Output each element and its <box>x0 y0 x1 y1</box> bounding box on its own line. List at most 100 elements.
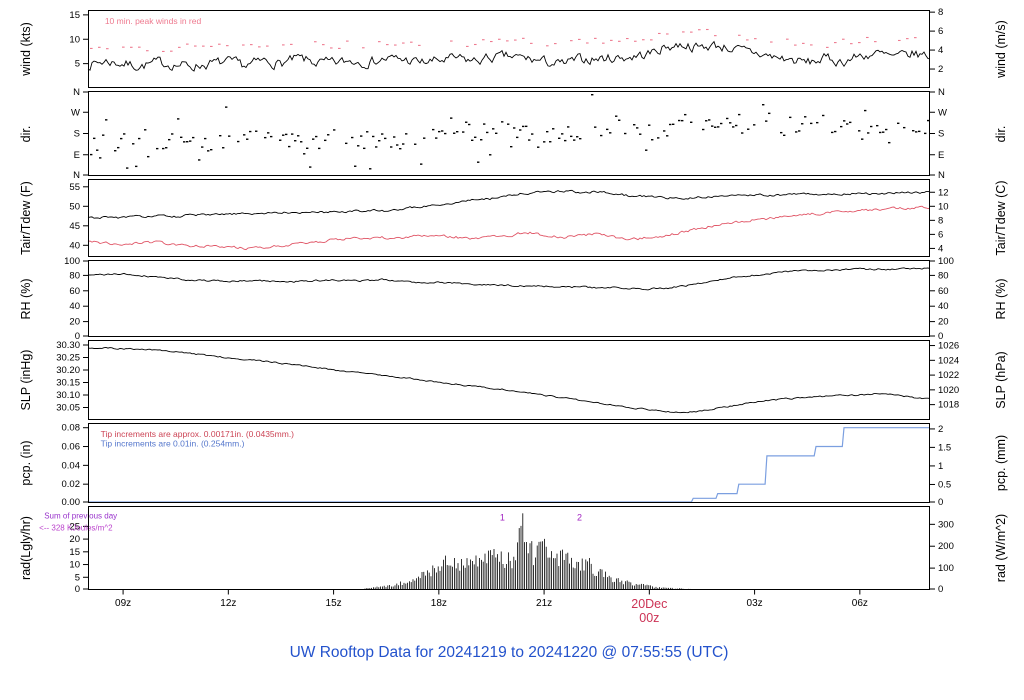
right-tick-label: 8 <box>938 7 943 18</box>
right-tick-label: 100 <box>938 563 954 574</box>
left-tick-label: 5 <box>75 572 80 583</box>
left-tick-label: 60 <box>69 286 80 297</box>
axis-label-right-rh: RH (%) <box>994 278 1008 319</box>
annotation: 2 <box>577 512 582 522</box>
series-relative_humidity_pct <box>87 267 931 291</box>
panel-border <box>88 260 930 337</box>
right-tick-label: 8 <box>938 215 943 226</box>
right-tick-label: 0 <box>938 331 943 342</box>
left-tick-label: 20 <box>69 534 80 545</box>
left-tick-label: 10 <box>69 34 80 45</box>
left-tick-label: 30.10 <box>56 390 80 401</box>
x-tick-label: 06z <box>852 598 868 609</box>
right-tick-label: 2 <box>938 64 943 75</box>
left-tick-label: 30.30 <box>56 340 80 351</box>
panel-pcp: 0.08 0.06 0.04 0.02 0.00 2 1.5 1 0.5 0 Tip increme… <box>62 423 952 508</box>
left-tick-label: 0.00 <box>62 497 81 508</box>
panel-wind: 15 10 5 8 6 4 2 10 min. peak winds in red <box>69 7 943 88</box>
left-tick-label: 30.25 <box>56 353 80 364</box>
axis-label-left-wind: wind (kts) <box>19 22 33 76</box>
left-tick-label: 0.08 <box>62 423 81 434</box>
right-tick-label: 4 <box>938 243 943 254</box>
axis-label-left-rad: rad(Lgly/hr) <box>19 516 33 580</box>
right-tick-label: 10 <box>938 201 949 212</box>
right-tick-label: 0 <box>938 497 943 508</box>
left-tick-label: E <box>74 150 80 161</box>
axis-label-right-wind: wind (m/s) <box>994 20 1008 78</box>
chart-title: UW Rooftop Data for 20241219 to 20241220… <box>289 644 729 661</box>
right-tick-label: 4 <box>938 45 943 56</box>
x-tick-label: 20Dec <box>631 597 667 611</box>
right-tick-label: 60 <box>938 286 949 297</box>
right-tick-label: 1018 <box>938 400 959 411</box>
annotation: Tip increments are approx. 0.00171in. (0… <box>101 429 295 439</box>
right-tick-label: 1026 <box>938 341 959 352</box>
right-tick-label: 1022 <box>938 370 959 381</box>
left-tick-label: 20 <box>69 317 80 328</box>
right-tick-label: 1.5 <box>938 442 951 453</box>
series-sea_level_pressure_inhg <box>87 346 931 414</box>
left-tick-label: N <box>73 170 80 181</box>
annotation: 10 min. peak winds in red <box>105 16 202 26</box>
right-tick-label: 6 <box>938 26 943 37</box>
x-tick-label: 15z <box>326 598 342 609</box>
x-tick-label-2: 00z <box>639 611 659 625</box>
left-tick-label: 30.05 <box>56 403 80 414</box>
series-wind_direction_deg <box>90 94 930 170</box>
left-tick-label: 15 <box>69 547 80 558</box>
left-tick-label: 50 <box>69 201 80 212</box>
right-tick-label: 40 <box>938 301 949 312</box>
right-tick-label: N <box>938 170 945 181</box>
left-tick-label: 15 <box>69 10 80 21</box>
left-tick-label: 5 <box>75 59 80 70</box>
right-tick-label: 0 <box>938 584 943 595</box>
axis-label-left-temp: Tair/Tdew (F) <box>19 181 33 255</box>
x-tick-label: 03z <box>747 598 763 609</box>
left-tick-label: W <box>71 107 80 118</box>
right-tick-label: 6 <box>938 229 943 240</box>
axis-label-left-dir: dir. <box>19 125 33 142</box>
left-tick-label: 0.04 <box>62 460 81 471</box>
left-tick-label: 10 <box>69 560 80 571</box>
axis-label-right-dir: dir. <box>994 125 1008 142</box>
left-tick-label: 40 <box>69 240 80 251</box>
right-tick-label: W <box>938 107 947 118</box>
left-tick-label: 30.15 <box>56 378 80 389</box>
series-dew_point_f <box>87 205 931 251</box>
annotation: <-- 328 KJoules/m^2 <box>39 523 113 532</box>
panel-border <box>88 506 930 590</box>
x-tick-label: 18z <box>431 598 447 609</box>
series-precip_accum_in <box>88 427 930 503</box>
right-tick-label: E <box>938 150 944 161</box>
left-tick-label: 25 <box>69 521 80 532</box>
right-tick-label: 1 <box>938 461 943 472</box>
panel-rh: 100 80 60 40 20 0 100 80 60 40 20 0 <box>64 256 954 342</box>
right-tick-label: 20 <box>938 317 949 328</box>
left-tick-label: 45 <box>69 221 80 232</box>
axis-label-right-slp: SLP (hPa) <box>994 351 1008 409</box>
axis-label-left-pcp: pcp. (in) <box>19 440 33 486</box>
series-peak_wind_10min_kts <box>90 28 917 52</box>
axis-label-left-slp: SLP (inHg) <box>19 349 33 411</box>
left-tick-label: 30.20 <box>56 365 80 376</box>
axis-label-right-temp: Tair/Tdew (C) <box>994 180 1008 256</box>
panel-border <box>88 10 930 88</box>
left-tick-label: 55 <box>69 182 80 193</box>
right-tick-label: N <box>938 87 945 98</box>
annotation: Sum of previous day <box>44 512 117 521</box>
series-wind_speed_kts <box>87 40 931 72</box>
panel-border <box>88 179 930 257</box>
left-tick-label: N <box>73 87 80 98</box>
x-tick-label: 21z <box>536 598 552 609</box>
series-air_temperature_f <box>87 189 931 219</box>
left-tick-label: 0.06 <box>62 442 81 453</box>
panel-temp: 55 50 45 40 12 10 8 6 4 <box>69 179 949 257</box>
annotation: Tip increments are 0.01in. (0.254mm.) <box>101 439 245 449</box>
axis-label-right-rad: rad (W/m^2) <box>994 513 1008 583</box>
right-tick-label: 80 <box>938 270 949 281</box>
left-tick-label: 100 <box>64 256 80 267</box>
right-tick-label: 1020 <box>938 385 959 396</box>
